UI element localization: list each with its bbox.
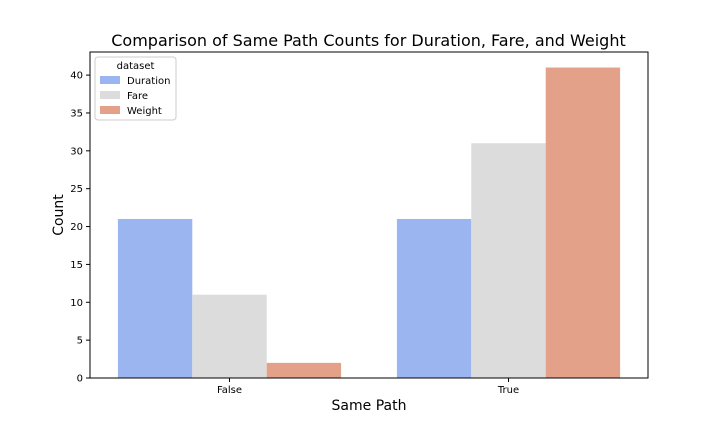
y-axis: 0 5 10 15 20 25 30 35 40 [70,71,90,385]
x-tick-label: True [497,385,519,396]
y-tick-label: 15 [70,260,83,271]
y-tick-label: 30 [70,146,83,157]
legend: dataset Duration Fare Weight [94,56,177,121]
chart-title: Comparison of Same Path Counts for Durat… [111,31,626,50]
legend-swatch-weight [100,106,120,114]
y-tick-label: 35 [70,108,83,119]
legend-swatch-duration [100,76,120,84]
legend-swatch-fare [100,91,120,99]
axes-frame [89,51,649,379]
y-tick-label: 25 [70,184,83,195]
bar-fare-false [192,294,267,378]
x-axis-label: Same Path [332,398,407,414]
bar-duration-false [117,218,193,378]
bar-duration-true [396,218,472,378]
y-tick-label: 20 [70,222,83,233]
legend-label-duration: Duration [127,76,170,87]
legend-label-fare: Fare [127,91,148,102]
x-axis: False True [217,378,519,396]
legend-title: dataset [117,61,155,72]
x-tick-label: False [217,385,242,396]
y-tick-label: 10 [70,298,83,309]
y-tick-label: 5 [77,336,83,347]
bars-group [117,67,621,379]
y-tick-label: 0 [77,374,83,385]
bar-weight-true [545,67,621,379]
y-tick-label: 40 [70,71,83,82]
bar-weight-false [266,362,342,378]
bar-fare-true [471,143,546,378]
legend-items: Duration Fare Weight [100,76,170,117]
legend-label-weight: Weight [127,106,162,117]
y-axis-label: Count [51,194,67,236]
legend-frame [94,56,177,121]
